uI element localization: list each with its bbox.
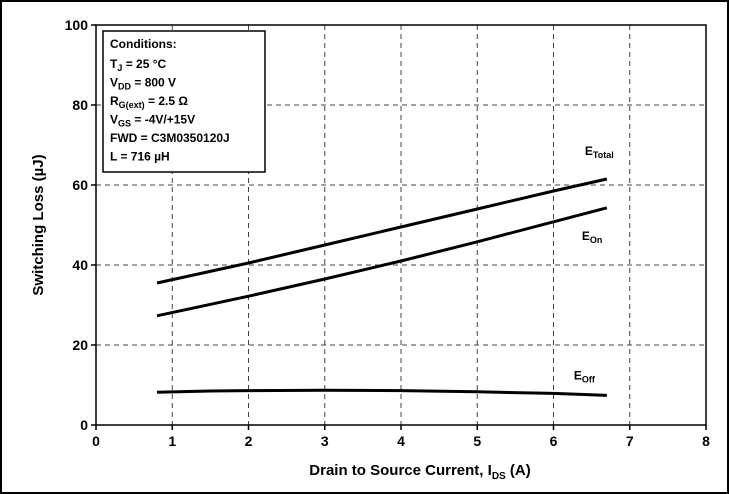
condition-main: V — [110, 76, 118, 90]
series-line-1 — [156, 206, 608, 318]
condition-main: L = 716 µH — [110, 150, 170, 164]
y-tick-label: 40 — [72, 257, 88, 273]
series-label-main: E — [585, 144, 593, 158]
series-line-0 — [156, 177, 608, 285]
condition-main: V — [110, 113, 118, 127]
condition-main: FWD = C3M0350120J — [110, 131, 230, 145]
x-axis-title-sub: DS — [492, 471, 506, 482]
series-label-sub: Total — [593, 150, 614, 160]
series — [156, 177, 608, 397]
x-tick-label: 8 — [702, 433, 710, 449]
series-label-main: E — [582, 229, 590, 243]
x-tick-label: 7 — [626, 433, 634, 449]
x-tick-label: 2 — [245, 433, 253, 449]
condition-line: VGS = -4V/+15V — [110, 113, 195, 129]
conditions-box-border — [102, 30, 266, 173]
x-axis-title-unit: (A) — [506, 462, 531, 479]
condition-value: = 800 V — [131, 76, 176, 90]
x-tick-label: 4 — [397, 433, 405, 449]
y-tick-label: 80 — [72, 97, 88, 113]
series-label-0: ETotal — [585, 144, 614, 160]
x-tick-label: 1 — [168, 433, 176, 449]
condition-value: = 2.5 Ω — [145, 94, 189, 108]
x-tick-label: 5 — [473, 433, 481, 449]
condition-line: RG(ext) = 2.5 Ω — [110, 94, 188, 110]
condition-line: L = 716 µH — [110, 150, 170, 164]
condition-main: R — [110, 94, 119, 108]
x-axis-title: Drain to Source Current, IDS (A) — [309, 462, 530, 482]
conditions-heading: Conditions: — [110, 37, 177, 51]
series-label-sub: On — [590, 235, 603, 245]
series-label-main: E — [574, 368, 582, 382]
y-axis-title: Switching Loss (µJ) — [30, 154, 47, 295]
condition-value: = -4V/+15V — [131, 113, 195, 127]
x-axis-title-main: Drain to Source Current, I — [309, 462, 492, 479]
series-label-1: EOn — [582, 229, 603, 245]
condition-line: VDD = 800 V — [110, 76, 176, 92]
y-tick-label: 100 — [65, 17, 89, 33]
condition-line: FWD = C3M0350120J — [110, 131, 230, 145]
y-tick-label: 0 — [80, 417, 88, 433]
x-tick-label: 0 — [92, 433, 100, 449]
condition-line: TJ = 25 °C — [110, 57, 167, 73]
series-line-2 — [156, 388, 607, 397]
condition-sub: G(ext) — [119, 100, 145, 110]
series-label-2: EOff — [574, 368, 596, 384]
condition-value: = 25 °C — [122, 57, 166, 71]
condition-sub: DD — [118, 82, 131, 92]
condition-sub: J — [117, 63, 122, 73]
condition-sub: GS — [118, 119, 131, 129]
condition-main: T — [110, 57, 118, 71]
y-tick-label: 60 — [72, 177, 88, 193]
x-tick-label: 6 — [550, 433, 558, 449]
y-tick-label: 20 — [72, 337, 88, 353]
series-label-sub: Off — [582, 374, 596, 384]
x-tick-label: 3 — [321, 433, 329, 449]
